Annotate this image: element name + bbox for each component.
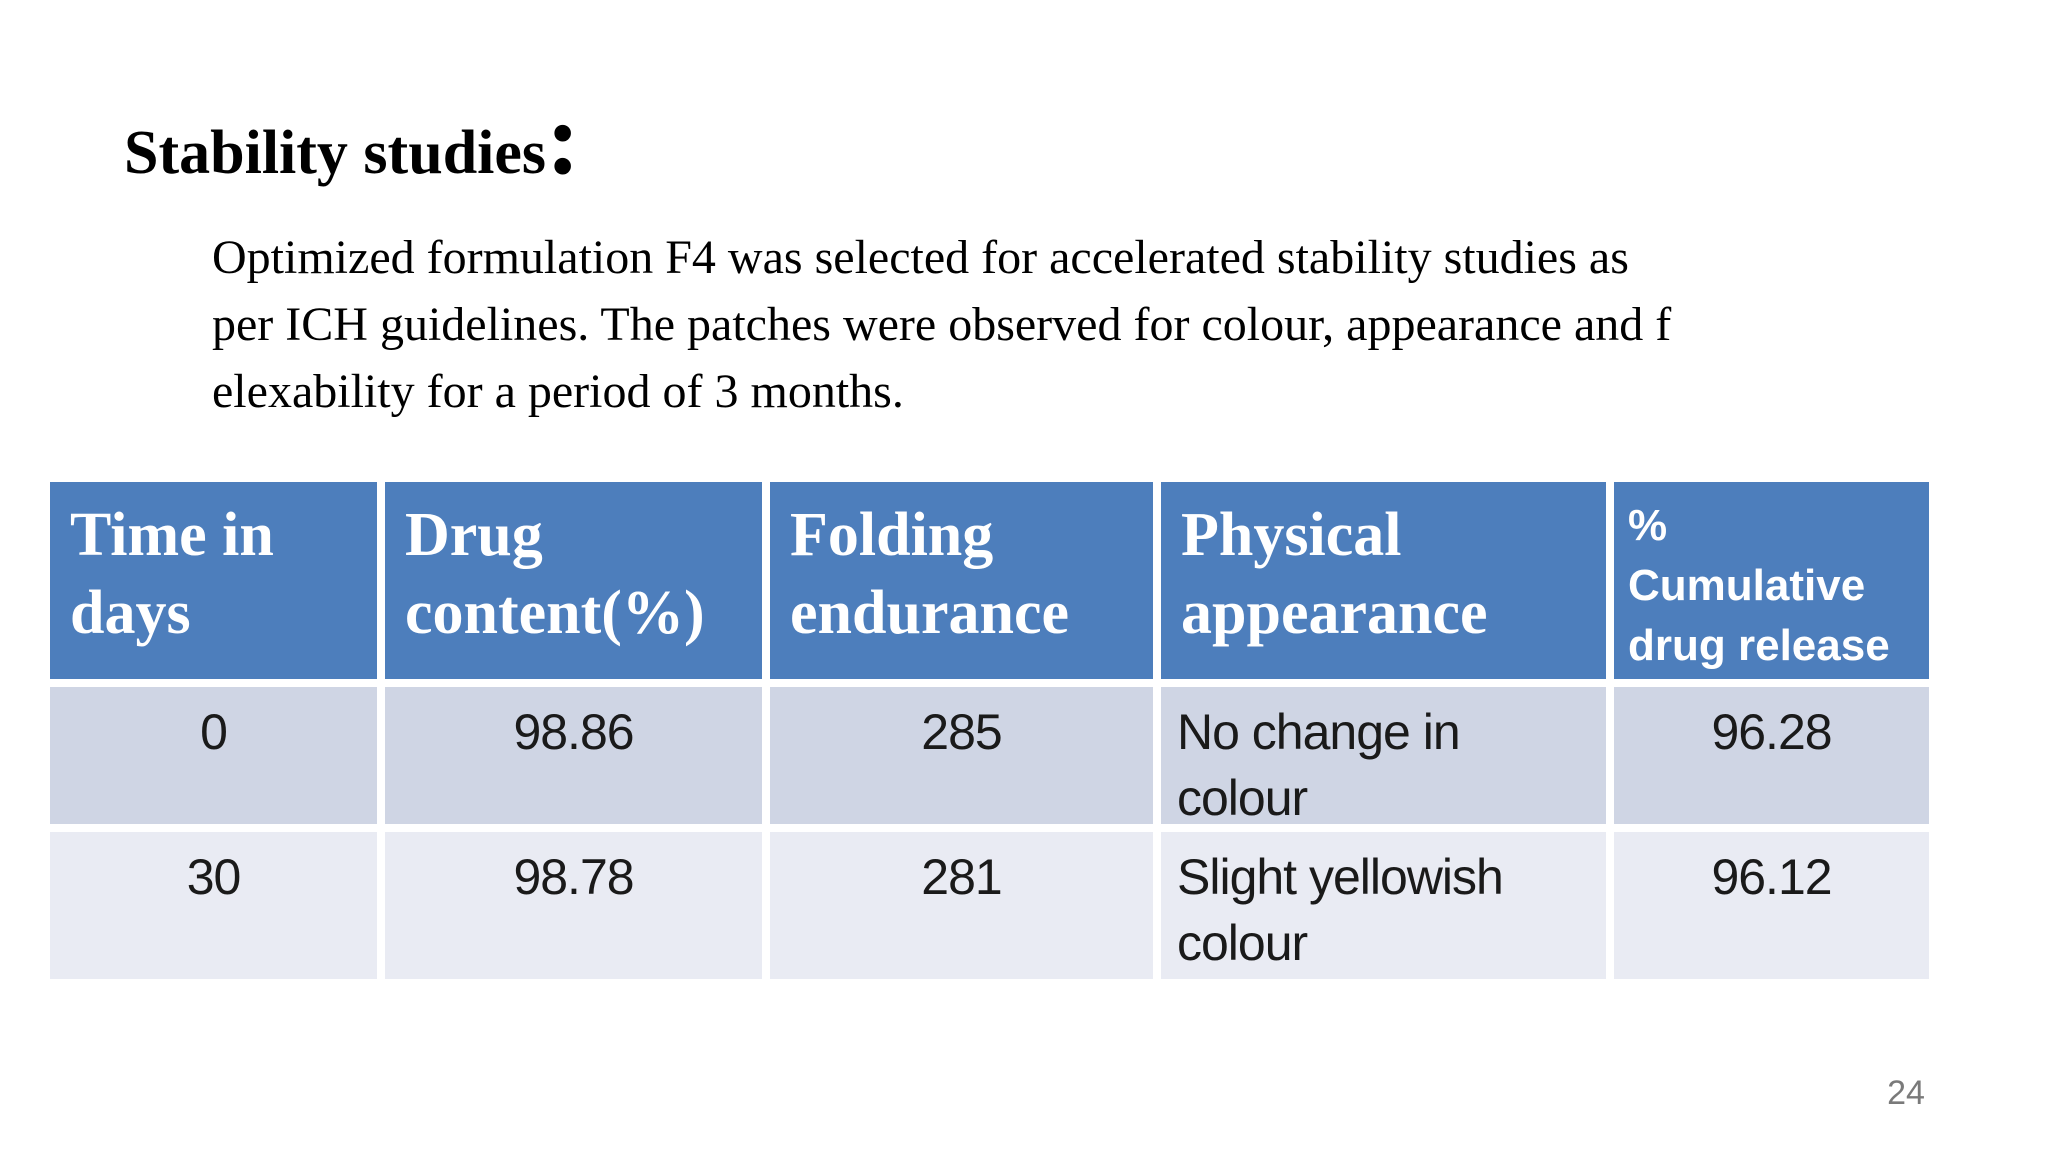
slide-title: Stability studies: [124,88,580,190]
page-number: 24 [1887,1074,1925,1112]
header-cumulative-drug-release: % Cumulative drug release [1614,482,1929,679]
cell-r1-drug-content: 98.86 [385,687,762,824]
header-time-in-days: Time in days [50,482,377,679]
cell-r1-folding-endurance: 285 [770,687,1153,824]
cell-r2-time-in-days: 30 [50,832,377,979]
cell-r2-folding-endurance: 281 [770,832,1153,979]
cell-r1-physical-appearance: No change in colour [1161,687,1606,824]
cell-r2-physical-appearance: Slight yellowish colour [1161,832,1606,979]
cell-r1-time-in-days: 0 [50,687,377,824]
slide-title-colon: : [546,83,581,196]
header-folding-endurance: Folding endurance [770,482,1153,679]
slide-title-text: Stability studies [124,119,547,187]
cell-r2-drug-content: 98.78 [385,832,762,979]
cell-r1-cumulative-release: 96.28 [1614,687,1929,824]
stability-results-table: Time in days Drug content(%) Folding end… [50,482,1929,979]
intro-paragraph: Optimized formulation F4 was selected fo… [212,231,1672,418]
cell-r2-cumulative-release: 96.12 [1614,832,1929,979]
header-drug-content: Drug content(%) [385,482,762,679]
header-physical-appearance: Physical appearance [1161,482,1606,679]
